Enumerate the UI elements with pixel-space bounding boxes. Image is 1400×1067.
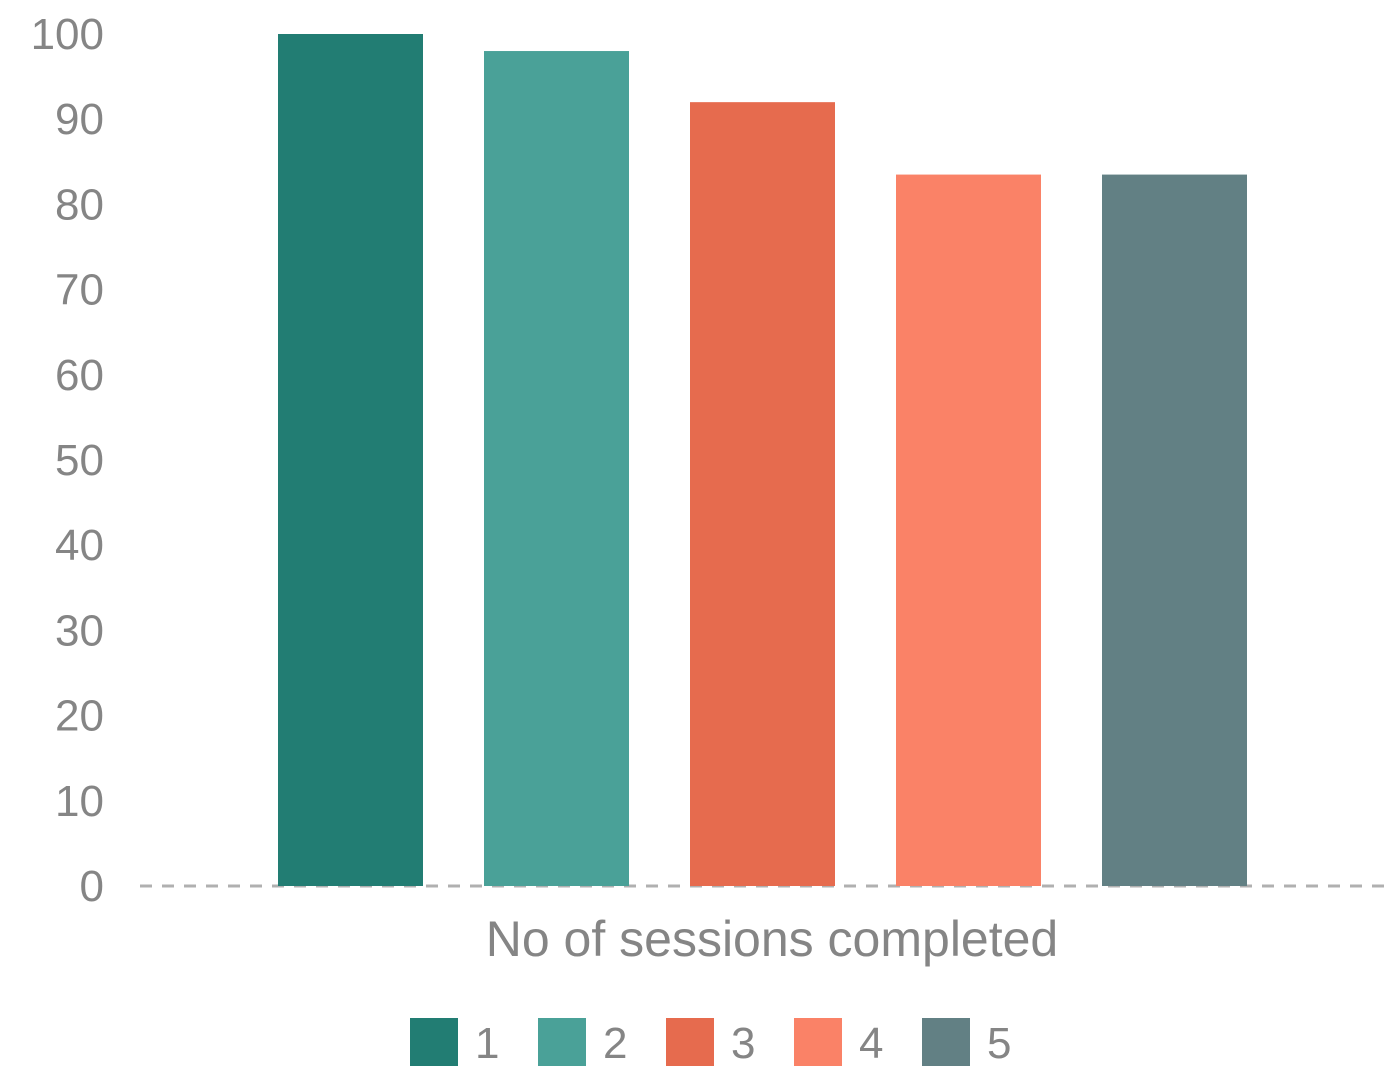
y-tick-label: 10: [55, 777, 104, 826]
y-tick-label: 0: [80, 862, 104, 911]
y-tick-label: 60: [55, 351, 104, 400]
bar-series-3: [690, 102, 835, 886]
legend-swatch-3: [666, 1018, 714, 1066]
legend-swatch-4: [794, 1018, 842, 1066]
legend-swatch-5: [922, 1018, 970, 1066]
y-tick-label: 30: [55, 606, 104, 655]
bar-series-4: [896, 174, 1041, 886]
y-axis-ticks: 0 10 20 30 40 50 60 70 80 90 100: [31, 10, 104, 911]
legend-label-2: 2: [603, 1019, 627, 1067]
legend: 1 2 3 4 5: [410, 1018, 1011, 1067]
bar-series-5: [1102, 174, 1247, 886]
legend-label-3: 3: [731, 1019, 755, 1067]
y-tick-label: 90: [55, 95, 104, 144]
y-tick-label: 100: [31, 10, 104, 59]
legend-swatch-2: [538, 1018, 586, 1066]
legend-label-5: 5: [987, 1019, 1011, 1067]
bar-series-1: [278, 34, 423, 886]
y-tick-label: 20: [55, 692, 104, 741]
bars-group: [278, 34, 1247, 887]
bar-series-2: [484, 51, 629, 887]
legend-label-1: 1: [475, 1019, 499, 1067]
y-tick-label: 50: [55, 436, 104, 485]
y-tick-label: 70: [55, 266, 104, 315]
legend-swatch-1: [410, 1018, 458, 1066]
x-axis-title: No of sessions completed: [486, 911, 1059, 967]
legend-label-4: 4: [859, 1019, 883, 1067]
y-tick-label: 40: [55, 521, 104, 570]
y-tick-label: 80: [55, 180, 104, 229]
